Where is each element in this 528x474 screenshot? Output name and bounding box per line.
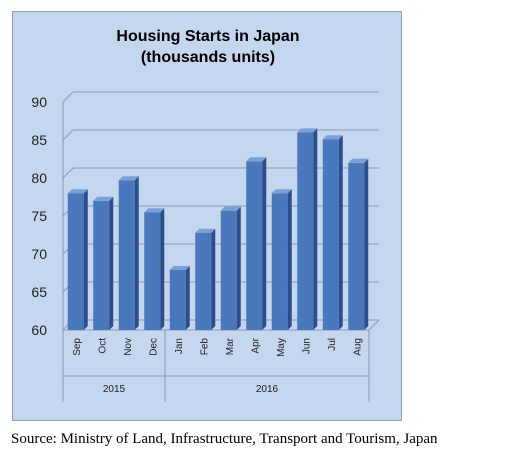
- y-tick-label: 75: [31, 208, 47, 224]
- bar-side: [211, 228, 216, 330]
- bar: [322, 139, 339, 330]
- bar-top: [118, 176, 139, 181]
- x-tick-label: May: [276, 338, 287, 357]
- y-tick-label: 90: [31, 94, 47, 110]
- x-tick-label: Oct: [97, 338, 108, 354]
- chart-subtitle: (thousands units): [140, 49, 276, 66]
- floor-edge: [368, 319, 380, 331]
- bar-top: [67, 189, 88, 194]
- gridline-depth: [62, 167, 74, 179]
- bar-top: [348, 158, 369, 163]
- x-tick-label: Jan: [174, 338, 185, 354]
- bar-side: [109, 196, 114, 330]
- bar: [220, 210, 237, 330]
- x-tick-label: Jun: [301, 338, 312, 354]
- bar-side: [236, 206, 241, 330]
- y-tick-label: 80: [31, 170, 47, 186]
- source-note: Source: Ministry of Land, Infrastructure…: [11, 431, 438, 447]
- bar-top: [144, 208, 165, 213]
- y-tick-label: 65: [31, 284, 47, 300]
- x-tick-label: Sep: [72, 338, 83, 356]
- bar-side: [262, 157, 267, 330]
- bar-side: [313, 128, 318, 330]
- bar-top: [93, 196, 114, 201]
- x-tick-label: Apr: [250, 337, 261, 353]
- bar-side: [364, 158, 369, 330]
- bar-side: [338, 135, 343, 330]
- x-tick-label: Mar: [225, 337, 236, 355]
- year-label: 2016: [256, 384, 279, 395]
- year-label: 2015: [103, 384, 126, 395]
- chart-frame: Housing Starts in Japan (thousands units…: [12, 11, 402, 421]
- bar-top: [297, 128, 318, 133]
- bar: [93, 200, 110, 330]
- gridline-depth: [62, 129, 74, 141]
- x-tick-label: Nov: [123, 338, 134, 356]
- bar: [169, 269, 186, 330]
- bar-side: [185, 265, 190, 330]
- bar: [144, 212, 161, 330]
- bar-top: [195, 228, 216, 233]
- x-tick-label: Dec: [148, 338, 159, 356]
- y-tick-label: 70: [31, 246, 47, 262]
- bar: [195, 232, 212, 330]
- bar: [246, 161, 263, 330]
- bar-side: [83, 189, 88, 330]
- gridline-depth: [62, 91, 74, 103]
- bar: [297, 132, 314, 330]
- bar-top: [169, 265, 190, 270]
- bar-chart: 60 65 70 75 80 85 90 Sep Oct Nov Dec Jan Feb Mar Apr Ma…: [31, 91, 380, 402]
- y-tick-label: 85: [31, 132, 47, 148]
- bar: [271, 193, 288, 330]
- chart-title: Housing Starts in Japan: [116, 28, 300, 45]
- bar-top: [220, 206, 241, 211]
- x-tick-label: Aug: [352, 338, 363, 356]
- x-tick-label: Feb: [199, 338, 210, 356]
- bar: [118, 180, 135, 330]
- bar-side: [160, 208, 165, 330]
- y-tick-label: 60: [31, 322, 47, 338]
- bar-top: [271, 189, 292, 194]
- bar: [67, 193, 84, 330]
- bar: [348, 162, 365, 330]
- bar-top: [246, 157, 267, 162]
- x-tick-label: Jul: [327, 338, 338, 351]
- bar-top: [322, 135, 343, 140]
- bar-side: [287, 189, 292, 330]
- bar-side: [134, 176, 139, 330]
